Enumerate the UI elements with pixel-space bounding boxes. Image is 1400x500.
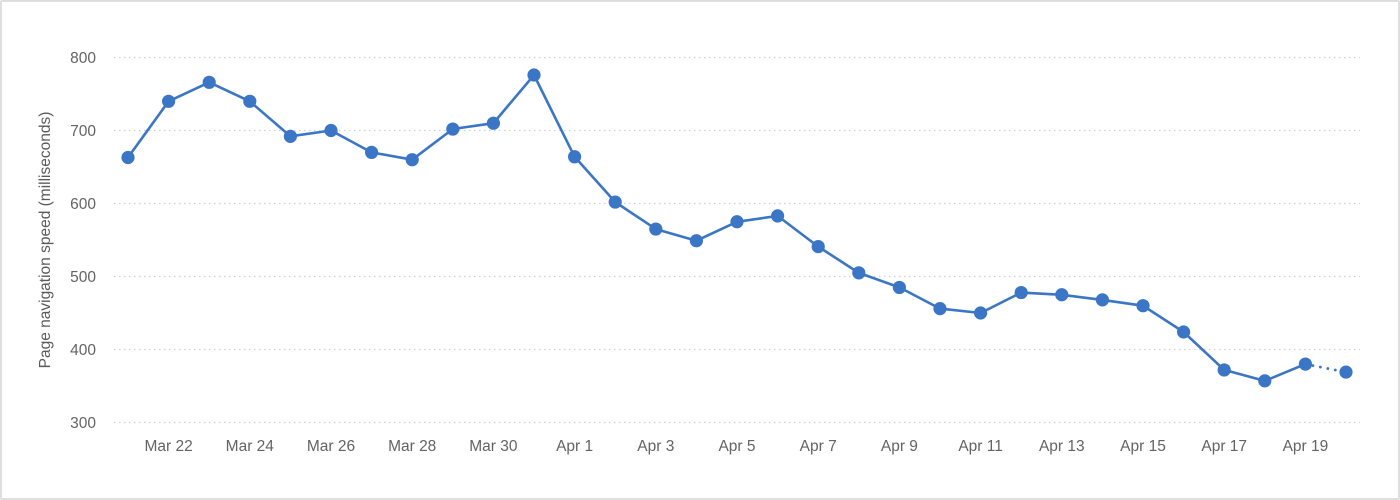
data-point bbox=[527, 68, 541, 82]
y-tick-label: 700 bbox=[70, 123, 96, 140]
data-point bbox=[121, 150, 135, 165]
data-point bbox=[486, 116, 500, 130]
data-point bbox=[730, 215, 744, 229]
x-tick-label: Apr 13 bbox=[1039, 438, 1085, 455]
x-tick-label: Apr 1 bbox=[556, 438, 593, 455]
y-axis-title: Page navigation speed (milliseconds) bbox=[37, 112, 54, 369]
data-point bbox=[649, 222, 663, 236]
x-tick-label: Mar 30 bbox=[469, 438, 518, 455]
data-point bbox=[1014, 285, 1028, 300]
gridlines bbox=[114, 56, 1360, 424]
y-tick-label: 500 bbox=[70, 269, 96, 286]
y-tick-label: 300 bbox=[70, 415, 96, 432]
x-axis-tick-labels: Mar 22 Mar 24 Mar 26 Mar 28 Mar 30 Apr 1 Apr 3… bbox=[144, 438, 1328, 455]
data-point bbox=[1177, 325, 1191, 339]
data-point bbox=[243, 94, 257, 108]
data-point bbox=[446, 122, 460, 136]
data-point bbox=[1095, 293, 1109, 307]
y-tick-label: 600 bbox=[70, 196, 96, 213]
y-tick-label: 400 bbox=[70, 342, 96, 359]
data-point bbox=[974, 306, 988, 320]
data-point bbox=[1055, 288, 1069, 302]
x-tick-label: Apr 7 bbox=[800, 438, 837, 455]
y-tick-label: 800 bbox=[70, 50, 96, 67]
x-tick-label: Apr 11 bbox=[958, 438, 1003, 455]
data-point bbox=[1298, 357, 1312, 371]
data-point bbox=[324, 123, 338, 138]
data-point bbox=[1339, 365, 1353, 379]
x-tick-label: Apr 17 bbox=[1201, 438, 1247, 455]
data-point bbox=[1136, 299, 1150, 313]
x-tick-label: Apr 3 bbox=[637, 438, 674, 455]
x-tick-label: Apr 9 bbox=[881, 438, 918, 455]
x-tick-label: Apr 19 bbox=[1283, 438, 1329, 455]
x-tick-label: Mar 26 bbox=[307, 438, 355, 455]
data-point bbox=[365, 145, 379, 159]
data-point bbox=[689, 234, 704, 248]
x-tick-label: Apr 15 bbox=[1120, 438, 1166, 455]
x-tick-label: Apr 5 bbox=[718, 438, 755, 455]
data-point bbox=[1217, 363, 1231, 377]
series-line bbox=[126, 73, 1306, 383]
series-dotted-segment bbox=[1304, 362, 1348, 374]
data-point bbox=[771, 209, 785, 223]
data-point bbox=[162, 94, 176, 108]
x-tick-label: Mar 22 bbox=[144, 438, 192, 455]
data-point bbox=[202, 75, 216, 89]
x-tick-label: Mar 28 bbox=[388, 438, 436, 455]
data-point bbox=[1258, 374, 1272, 388]
data-point bbox=[811, 239, 825, 254]
data-point bbox=[852, 266, 866, 280]
data-point bbox=[892, 280, 907, 295]
x-tick-label: Mar 24 bbox=[226, 438, 275, 455]
y-axis-tick-labels: 800 700 600 500 400 300 bbox=[70, 50, 96, 432]
data-point bbox=[283, 129, 297, 143]
data-point bbox=[933, 302, 947, 316]
data-series bbox=[121, 68, 1353, 388]
data-point bbox=[405, 153, 419, 167]
data-point bbox=[568, 150, 582, 164]
data-point bbox=[608, 195, 622, 209]
